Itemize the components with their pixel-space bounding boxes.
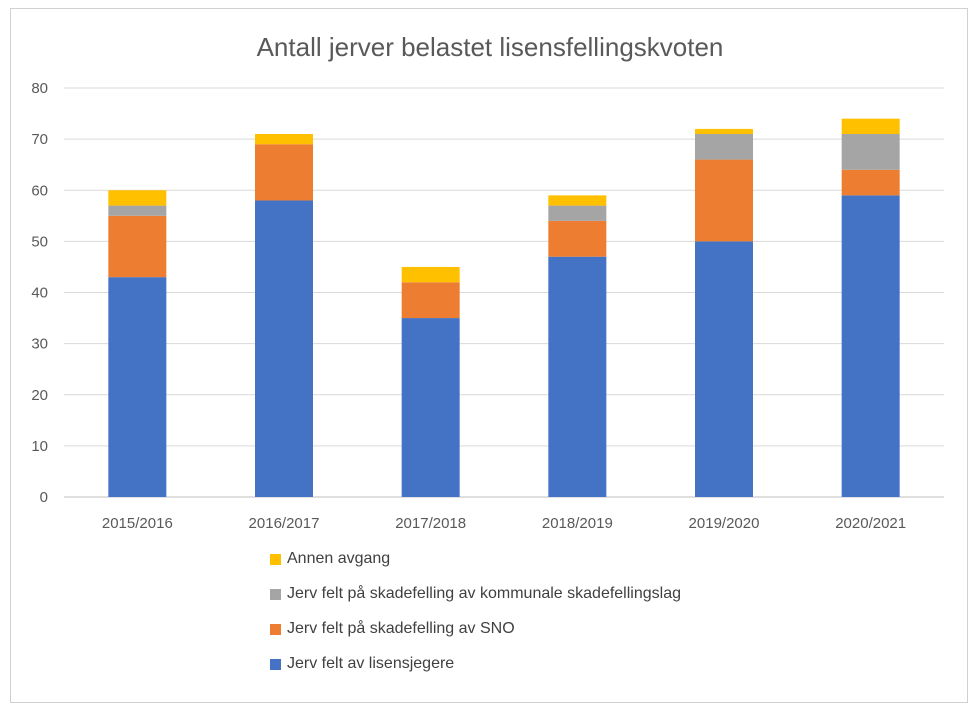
bar-segment-2017-2018-series-0 [401, 318, 460, 497]
legend-label: Jerv felt på skadefelling av kommunale s… [287, 585, 681, 602]
bar-segment-2018-2019-series-0 [548, 256, 607, 497]
legend-item: Annen avgang [270, 550, 681, 568]
gridlines [64, 87, 944, 498]
x-axis-ticks: 2015/2016 2016/2017 2017/2018 2018/2019 2019… [102, 515, 906, 532]
legend: Annen avgang Jerv felt på skadefelling av… [270, 550, 681, 690]
bar-segment-2019-2020-series-0 [695, 241, 753, 497]
y-tick-label: 70 [31, 131, 48, 148]
bar-segment-2015-2016-series-0 [108, 277, 167, 497]
bar-segment-2018-2019-series-2 [548, 205, 607, 221]
bar-segment-2016-2017-series-1 [255, 144, 313, 201]
y-tick-label: 80 [31, 80, 48, 97]
chart-title: Antall jerver belastet lisensfellingskvo… [257, 32, 724, 62]
legend-swatch [270, 553, 281, 565]
bar-segment-2018-2019-series-3 [548, 195, 607, 206]
chart-frame [10, 8, 968, 703]
legend-item: Jerv felt av lisensjegere [270, 655, 681, 673]
bar-segment-2015-2016-series-2 [108, 205, 167, 216]
bar-segment-2015-2016-series-1 [108, 215, 167, 278]
bar-segment-2020-2021-series-1 [841, 169, 900, 196]
y-tick-label: 40 [31, 285, 48, 302]
bar-segment-2015-2016-series-3 [108, 190, 167, 206]
legend-label: Annen avgang [287, 550, 391, 567]
bar-segment-2018-2019-series-1 [548, 220, 607, 257]
bar-segment-2020-2021-series-3 [841, 118, 900, 135]
bar-segment-2019-2020-series-2 [695, 134, 753, 160]
bar-segment-2017-2018-series-3 [401, 266, 460, 283]
legend-label: Jerv felt av lisensjegere [287, 655, 455, 672]
y-tick-label: 60 [31, 182, 48, 199]
y-tick-label: 10 [31, 438, 48, 455]
bar-segment-2020-2021-series-0 [841, 195, 900, 498]
x-tick-label: 2019/2020 [689, 515, 760, 532]
y-tick-label: 20 [31, 387, 48, 404]
legend-swatch [270, 658, 281, 670]
x-tick-label: 2016/2017 [249, 515, 320, 532]
x-tick-label: 2018/2019 [542, 515, 613, 532]
bar-segment-2016-2017-series-3 [255, 134, 313, 145]
legend-label: Jerv felt på skadefelling av SNO [287, 620, 515, 637]
legend-swatch [270, 623, 281, 635]
bar-segment-2019-2020-series-1 [695, 159, 753, 242]
bar-segment-2016-2017-series-0 [255, 200, 313, 497]
y-tick-label: 30 [31, 336, 48, 353]
legend-item: Jerv felt på skadefelling av kommunale s… [270, 585, 681, 603]
legend-swatch [270, 588, 281, 600]
legend-item: Jerv felt på skadefelling av SNO [270, 620, 681, 638]
bar-segment-2017-2018-series-1 [401, 282, 460, 319]
y-tick-label: 50 [31, 233, 48, 250]
x-tick-label: 2015/2016 [102, 515, 173, 532]
x-tick-label: 2020/2021 [835, 515, 906, 532]
bars [108, 118, 900, 498]
y-axis-ticks: 0 10 20 30 40 50 60 70 80 [31, 80, 48, 506]
bar-segment-2020-2021-series-2 [841, 134, 900, 170]
x-tick-label: 2017/2018 [395, 515, 466, 532]
bar-segment-2019-2020-series-3 [695, 128, 753, 135]
y-tick-label: 0 [40, 489, 48, 506]
